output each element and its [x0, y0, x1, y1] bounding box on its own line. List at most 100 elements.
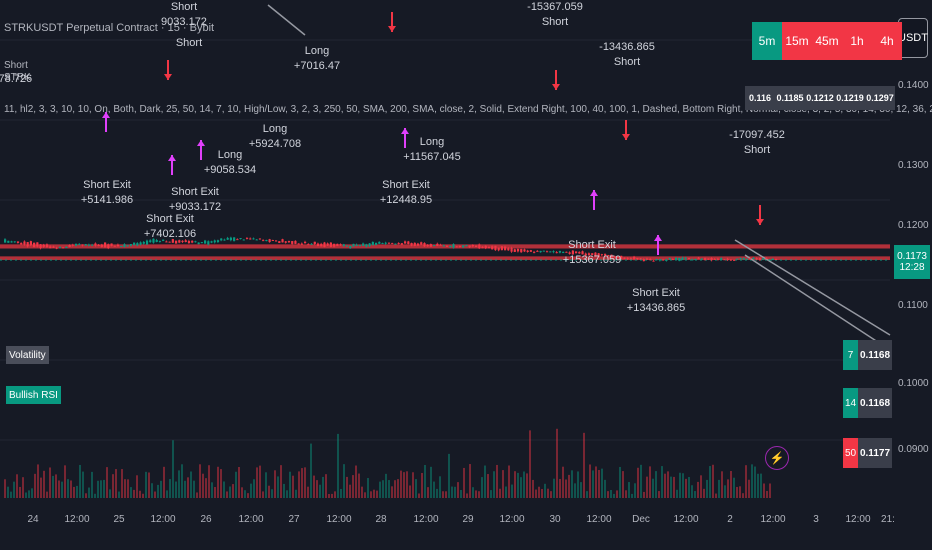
candle-body — [71, 244, 74, 246]
volume-bar — [445, 491, 447, 498]
candle-body — [571, 250, 574, 255]
x-tick: 2 — [727, 514, 733, 525]
volume-bar — [154, 491, 156, 498]
timeframe-5m-value: 0.116 — [745, 86, 775, 110]
trade-annotation-line: Long — [304, 45, 330, 57]
timeframe-1h-value: 0.1219 — [835, 86, 865, 110]
candle-body — [533, 251, 536, 253]
volume-bar — [307, 486, 309, 498]
volume-bar — [100, 480, 102, 498]
volume-bar — [190, 471, 192, 498]
price-tick: 0.0900 — [898, 444, 929, 455]
x-tick: 12:00 — [150, 514, 176, 525]
trade-annotation-line: Long — [419, 136, 445, 148]
volume-bar — [166, 490, 168, 498]
trade-annotation: Short Exit +5141.986 — [77, 178, 137, 208]
volume-bar — [70, 480, 72, 498]
volume-bar — [757, 473, 759, 498]
candle-body — [420, 242, 423, 245]
candle-body — [49, 246, 52, 249]
lightning-icon[interactable]: ⚡ — [765, 446, 789, 470]
volume-bar — [454, 486, 456, 498]
candle-body — [320, 243, 323, 247]
candle-body — [236, 239, 239, 241]
candle-body — [84, 244, 87, 246]
volume-bar — [502, 470, 504, 498]
volume-bar — [367, 478, 369, 498]
volume-bar — [625, 490, 627, 498]
candle-body — [145, 240, 149, 245]
candle-body — [297, 243, 300, 245]
x-tick: 30 — [549, 514, 561, 525]
ma-value: 0.1168 — [858, 340, 892, 370]
volume-bar — [310, 443, 312, 498]
volume-bar — [412, 472, 414, 498]
candle-body — [729, 259, 733, 261]
candle-body — [133, 242, 136, 246]
candle-body — [207, 241, 210, 245]
trade-annotation-line: +15367.059 — [562, 254, 622, 266]
candle-body — [16, 241, 20, 243]
volume-bar — [730, 470, 732, 498]
candle-body — [281, 239, 284, 243]
volume-bar — [706, 479, 708, 498]
currency-button[interactable]: USDT — [898, 18, 928, 58]
volume-bar — [760, 473, 762, 498]
trade-annotation-line: +6478.726 — [0, 73, 33, 85]
volume-bar — [160, 480, 162, 498]
candle-body — [113, 245, 116, 247]
volume-bar — [589, 464, 591, 498]
candle-body — [629, 258, 633, 260]
volume-bar — [484, 465, 486, 498]
volume-bar — [685, 478, 687, 498]
timeframe-1h: 1h — [842, 22, 872, 60]
candle-body — [681, 257, 684, 260]
trade-annotation-line: Long — [262, 123, 288, 135]
ma-period: 14 — [843, 388, 858, 418]
timeframe-45m-value: 0.1212 — [805, 86, 835, 110]
timeframe-5m: 5m — [752, 22, 782, 60]
volume-bar — [601, 468, 603, 498]
indicator-params: 11, hl2, 3, 3, 10, 10, On, Both, Dark, 2… — [4, 104, 932, 115]
signal-arrow-up — [197, 140, 205, 146]
signal-arrow-down — [164, 74, 172, 80]
candle-body — [68, 245, 71, 248]
candle-body — [491, 246, 494, 250]
candle-body — [584, 253, 587, 256]
trade-annotation-line: Short — [613, 56, 641, 68]
symbol-partial: Short STRK — [4, 60, 31, 84]
candle-body — [313, 241, 316, 245]
candle-body — [742, 258, 745, 260]
candle-body — [262, 240, 265, 242]
x-tick: 24 — [27, 514, 39, 525]
volume-bar — [388, 480, 390, 498]
volume-bar — [637, 467, 639, 498]
candle-body — [616, 256, 620, 258]
candle-body — [552, 251, 555, 253]
candle-body — [374, 242, 378, 245]
candle-body — [394, 243, 397, 245]
ma-row: 7 0.1168 — [843, 340, 892, 370]
volume-bar — [739, 486, 741, 498]
candle-body — [300, 243, 303, 245]
candle-body — [187, 240, 191, 244]
candle-body — [42, 244, 45, 247]
volume-bar — [604, 479, 606, 498]
candle-body — [384, 242, 387, 244]
volume-bar — [145, 471, 147, 498]
volume-bar — [37, 464, 39, 498]
candle-body — [513, 249, 516, 252]
candle-body — [455, 246, 458, 248]
candle-body — [168, 241, 171, 243]
candle-body — [120, 246, 123, 248]
volume-bar — [649, 466, 651, 498]
candle-body — [768, 259, 771, 261]
trade-annotation-line: Short — [175, 37, 203, 49]
candle-body — [510, 247, 513, 252]
candle-body — [52, 246, 55, 248]
volume-bar — [241, 487, 243, 498]
candle-body — [10, 241, 13, 243]
volume-bar — [583, 432, 585, 498]
candle-body — [4, 239, 7, 243]
